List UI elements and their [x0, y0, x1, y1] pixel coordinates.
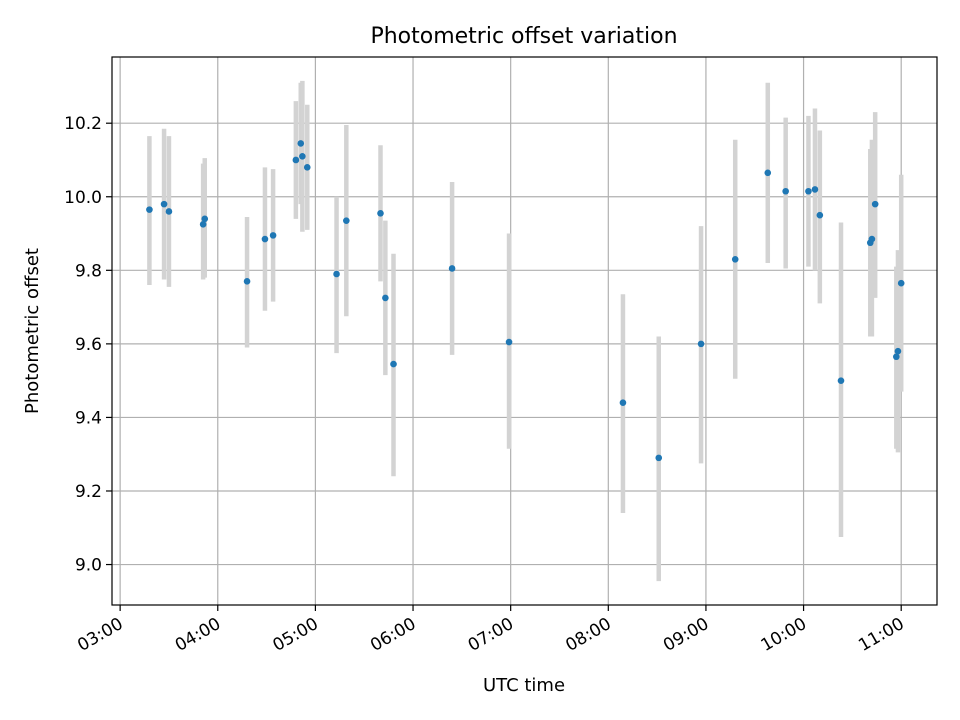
data-point	[343, 217, 350, 224]
data-point	[894, 347, 902, 355]
data-point	[377, 210, 384, 217]
chart-title: Photometric offset variation	[370, 24, 677, 49]
data-point	[764, 169, 772, 177]
x-tick-label: 07:00	[465, 614, 517, 656]
y-tick-label: 9.4	[75, 408, 102, 428]
x-tick-label: 03:00	[74, 614, 126, 656]
data-point	[837, 377, 845, 384]
x-tick-label: 10:00	[758, 614, 810, 656]
y-tick-label: 9.8	[75, 261, 102, 281]
y-axis: 9.0 9.2 9.4 9.6 9.8 10.0 10.2	[64, 114, 112, 576]
data-point	[731, 255, 739, 263]
x-tick-label: 04:00	[172, 614, 224, 656]
y-axis-label: Photometric offset	[22, 248, 43, 414]
data-point	[303, 164, 311, 171]
data-point	[816, 211, 824, 219]
data-point	[390, 360, 397, 368]
data-point	[292, 156, 300, 164]
data-point	[269, 232, 277, 239]
data-point	[505, 338, 513, 346]
x-axis: 03:00 04:00 05:00 06:00 07:00 08:00 09:00 10:00…	[74, 605, 908, 656]
data-point	[165, 208, 173, 215]
data-point	[160, 200, 168, 208]
y-tick-label: 9.0	[75, 556, 102, 576]
data-points	[146, 140, 905, 462]
error-bars	[147, 80, 904, 582]
data-point	[811, 186, 819, 193]
data-point	[868, 235, 876, 243]
data-point	[782, 187, 789, 195]
data-point	[619, 399, 627, 407]
data-point	[146, 206, 153, 213]
data-point	[201, 215, 209, 223]
data-point	[897, 279, 905, 287]
data-point	[697, 340, 705, 348]
data-point	[243, 278, 251, 285]
data-point	[871, 200, 879, 208]
y-tick-label: 10.0	[64, 188, 102, 208]
data-point	[297, 140, 305, 147]
x-tick-label: 06:00	[367, 614, 419, 656]
x-tick-label: 05:00	[269, 614, 321, 656]
data-point	[805, 187, 812, 195]
x-tick-label: 08:00	[562, 614, 614, 656]
data-point	[333, 270, 340, 278]
plot-frame	[111, 56, 938, 606]
data-point	[448, 265, 456, 272]
data-point	[382, 294, 389, 302]
y-tick-label: 9.6	[75, 335, 102, 355]
data-point	[299, 153, 306, 160]
x-axis-label: UTC time	[483, 675, 565, 696]
data-point	[655, 454, 663, 462]
y-tick-label: 9.2	[75, 482, 102, 502]
x-tick-label: 09:00	[660, 614, 712, 656]
y-tick-label: 10.2	[64, 114, 102, 134]
x-tick-label: 11:00	[855, 614, 907, 656]
data-point	[199, 221, 207, 228]
data-point	[261, 235, 269, 243]
data-point	[893, 353, 900, 361]
